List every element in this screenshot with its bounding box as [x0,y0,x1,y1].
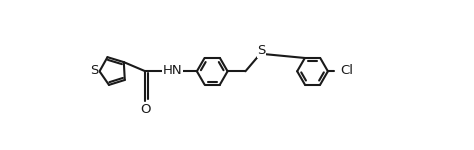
Text: S: S [257,44,266,57]
Text: Cl: Cl [340,64,353,77]
Text: S: S [90,64,98,76]
Text: HN: HN [163,64,182,77]
Text: O: O [140,103,151,116]
